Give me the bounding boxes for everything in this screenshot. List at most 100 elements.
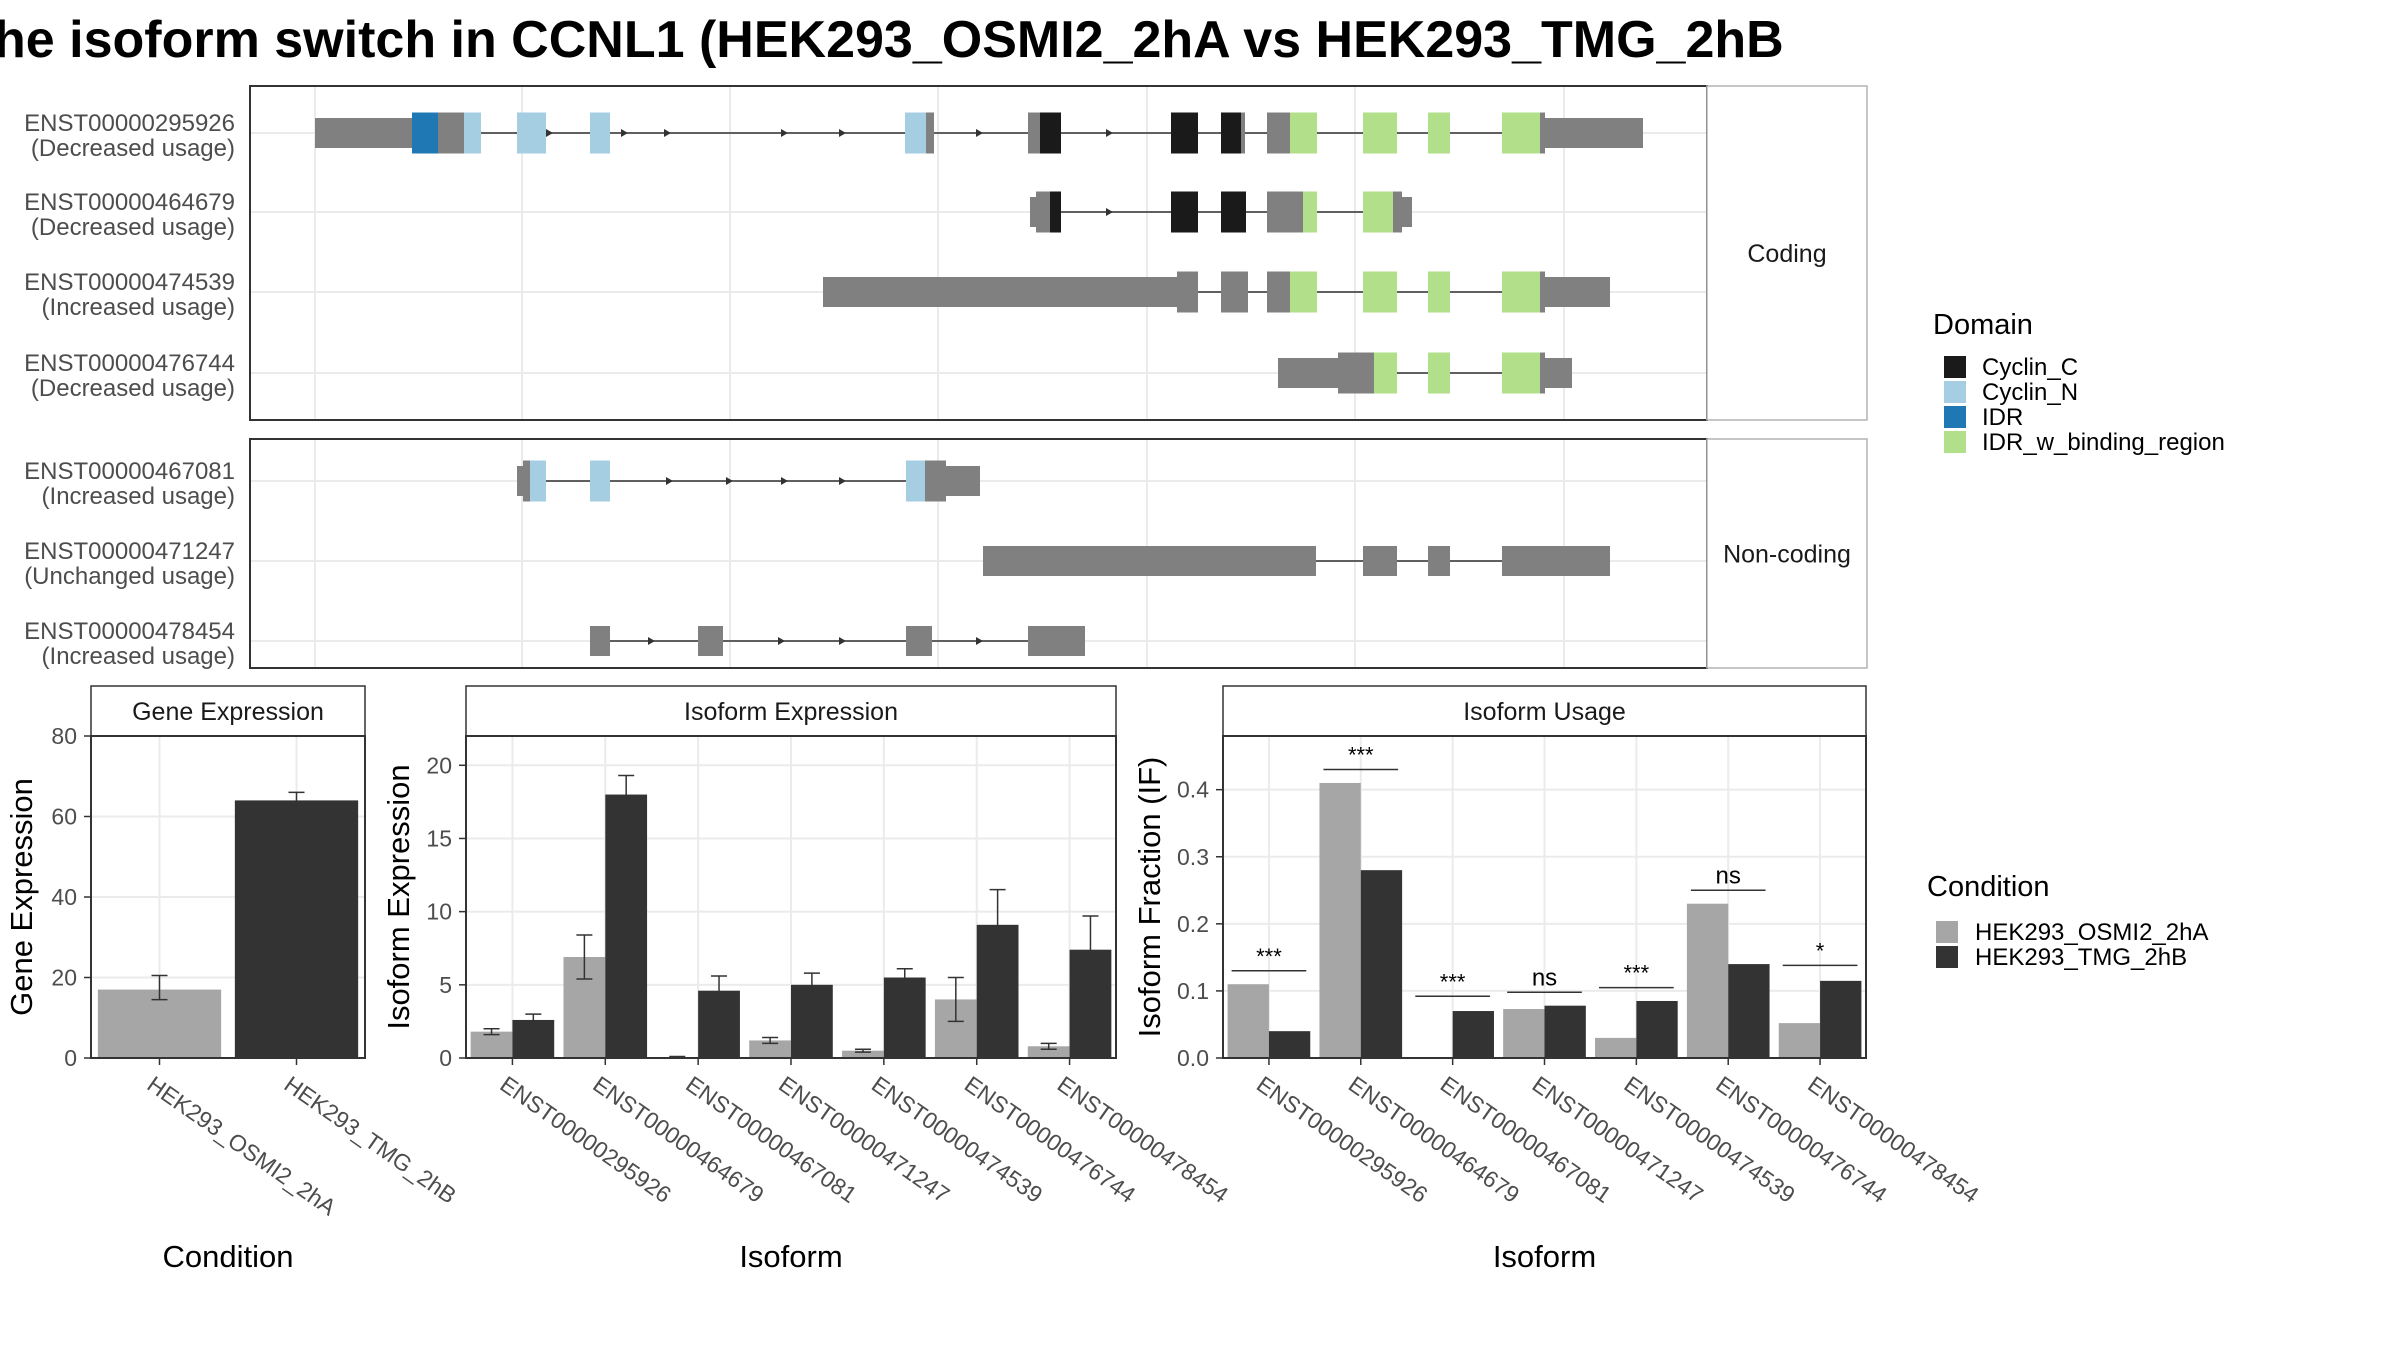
y-tick-label: 5 [439,972,452,998]
exon-block [1502,352,1540,394]
exon-block [1303,191,1317,233]
strand-arrow [664,129,671,137]
isoform-usage-label: (Increased usage) [42,294,235,321]
exon-block [1171,191,1198,233]
strand-arrow [546,129,553,137]
figure-title: he isoform switch in CCNL1 (HEK293_OSMI2… [0,11,1784,69]
strand-arrow [976,637,983,645]
significance-label: ns [1716,862,1741,889]
exon-block [1030,197,1036,227]
exon-block [1278,358,1338,388]
exon-block [1545,118,1643,148]
bar [1503,1009,1545,1058]
y-tick-label: 0.3 [1177,844,1209,870]
bar [749,1040,791,1058]
strand-arrow [621,129,628,137]
x-axis-title: Isoform [1493,1239,1596,1274]
domain-legend-label: Cyclin_C [1982,354,2078,381]
x-tick-label: ENST00000464679 [1344,1071,1524,1208]
exon-block [698,626,723,656]
exon-block [823,277,1177,307]
significance-label: ns [1532,964,1557,991]
y-tick-label: 60 [51,804,77,830]
transcript-ENST00000464679 [1030,191,1412,233]
significance-label: *** [1440,969,1466,994]
bar [1544,1005,1586,1058]
exon-block [315,118,412,148]
significance-label: * [1816,938,1825,963]
x-tick-label: ENST00000295926 [496,1071,676,1208]
bar [883,977,926,1058]
exon-block [1036,191,1050,233]
exon-block [1363,112,1397,154]
exon-block [1290,271,1317,313]
exon-block [464,112,481,154]
domain-legend: Domain Cyclin_CCyclin_NIDRIDR_w_binding_… [1933,309,2225,456]
bar [1820,980,1862,1058]
significance-label: *** [1624,961,1650,986]
transcript-ENST00000467081 [517,460,980,502]
bar [470,1031,513,1058]
chart-border [1222,735,1867,1059]
exon-block [1221,271,1248,313]
bar [1636,1000,1678,1058]
strand-arrow [781,129,788,137]
exon-block [1290,112,1317,154]
exon-block [1502,112,1540,154]
y-tick-label: 80 [51,723,77,749]
y-tick-label: 0.1 [1177,978,1209,1004]
exon-block [906,626,932,656]
exon-block [1050,191,1061,233]
strand-arrow [666,477,673,485]
bar [1227,984,1269,1058]
isoform-usage-chart: Isoform Usage 0.0 0.1 0.2 0.3 0.4 ENST00000295… [1132,685,1984,1274]
bar [842,1050,884,1058]
isoform-label: ENST00000471247 [24,538,235,565]
y-axis-title: Isoform Expression [381,764,416,1029]
domain-legend-key [1944,431,1966,453]
exon-block [1502,546,1610,576]
exon-block [1545,358,1572,388]
exon-block [438,112,464,154]
exon-block [1241,112,1245,154]
isoform-usage-label: (Increased usage) [42,643,235,670]
domain-legend-label: Cyclin_N [1982,379,2078,406]
domain-legend-label: IDR [1982,404,2023,431]
exon-block [590,626,610,656]
y-tick-label: 0 [439,1045,452,1071]
exon-block [925,460,946,502]
bar [1360,870,1403,1058]
exon-block [1028,626,1085,656]
bar [97,989,222,1058]
y-axis-title: Isoform Fraction (IF) [1132,757,1167,1038]
structure-group-non-coding: ENST00000467081(Increased usage)ENST0000… [24,438,1868,670]
strand-arrow [781,477,788,485]
isoform-label: ENST00000476744 [24,350,235,377]
exon-block [1545,277,1610,307]
transcript-ENST00000471247 [983,546,1610,576]
transcript-ENST00000478454 [590,626,1085,656]
domain-legend-key [1944,356,1966,378]
exon-block [1267,191,1303,233]
chart-border [465,735,1117,1059]
bar [605,794,648,1058]
facet-label: Coding [1747,240,1826,268]
exon-block [1221,112,1241,154]
x-axis-title: Condition [163,1239,294,1274]
facet-strip [1706,438,1868,669]
x-tick-label: ENST00000476744 [1711,1071,1892,1208]
exon-block [1221,191,1246,233]
condition-legend-key [1936,946,1958,968]
bar [1595,1037,1637,1058]
isoform-usage-label: (Decreased usage) [31,135,235,162]
x-tick-label: ENST00000295926 [1252,1071,1432,1208]
bar [1027,1046,1070,1058]
x-axis-title: Isoform [739,1239,842,1274]
exon-block [1393,191,1402,233]
x-tick-label: ENST00000471247 [774,1071,954,1208]
x-tick-label: ENST00000471247 [1528,1071,1708,1208]
significance-label: *** [1256,944,1282,969]
condition-legend-label: HEK293_TMG_2hB [1975,944,2187,971]
